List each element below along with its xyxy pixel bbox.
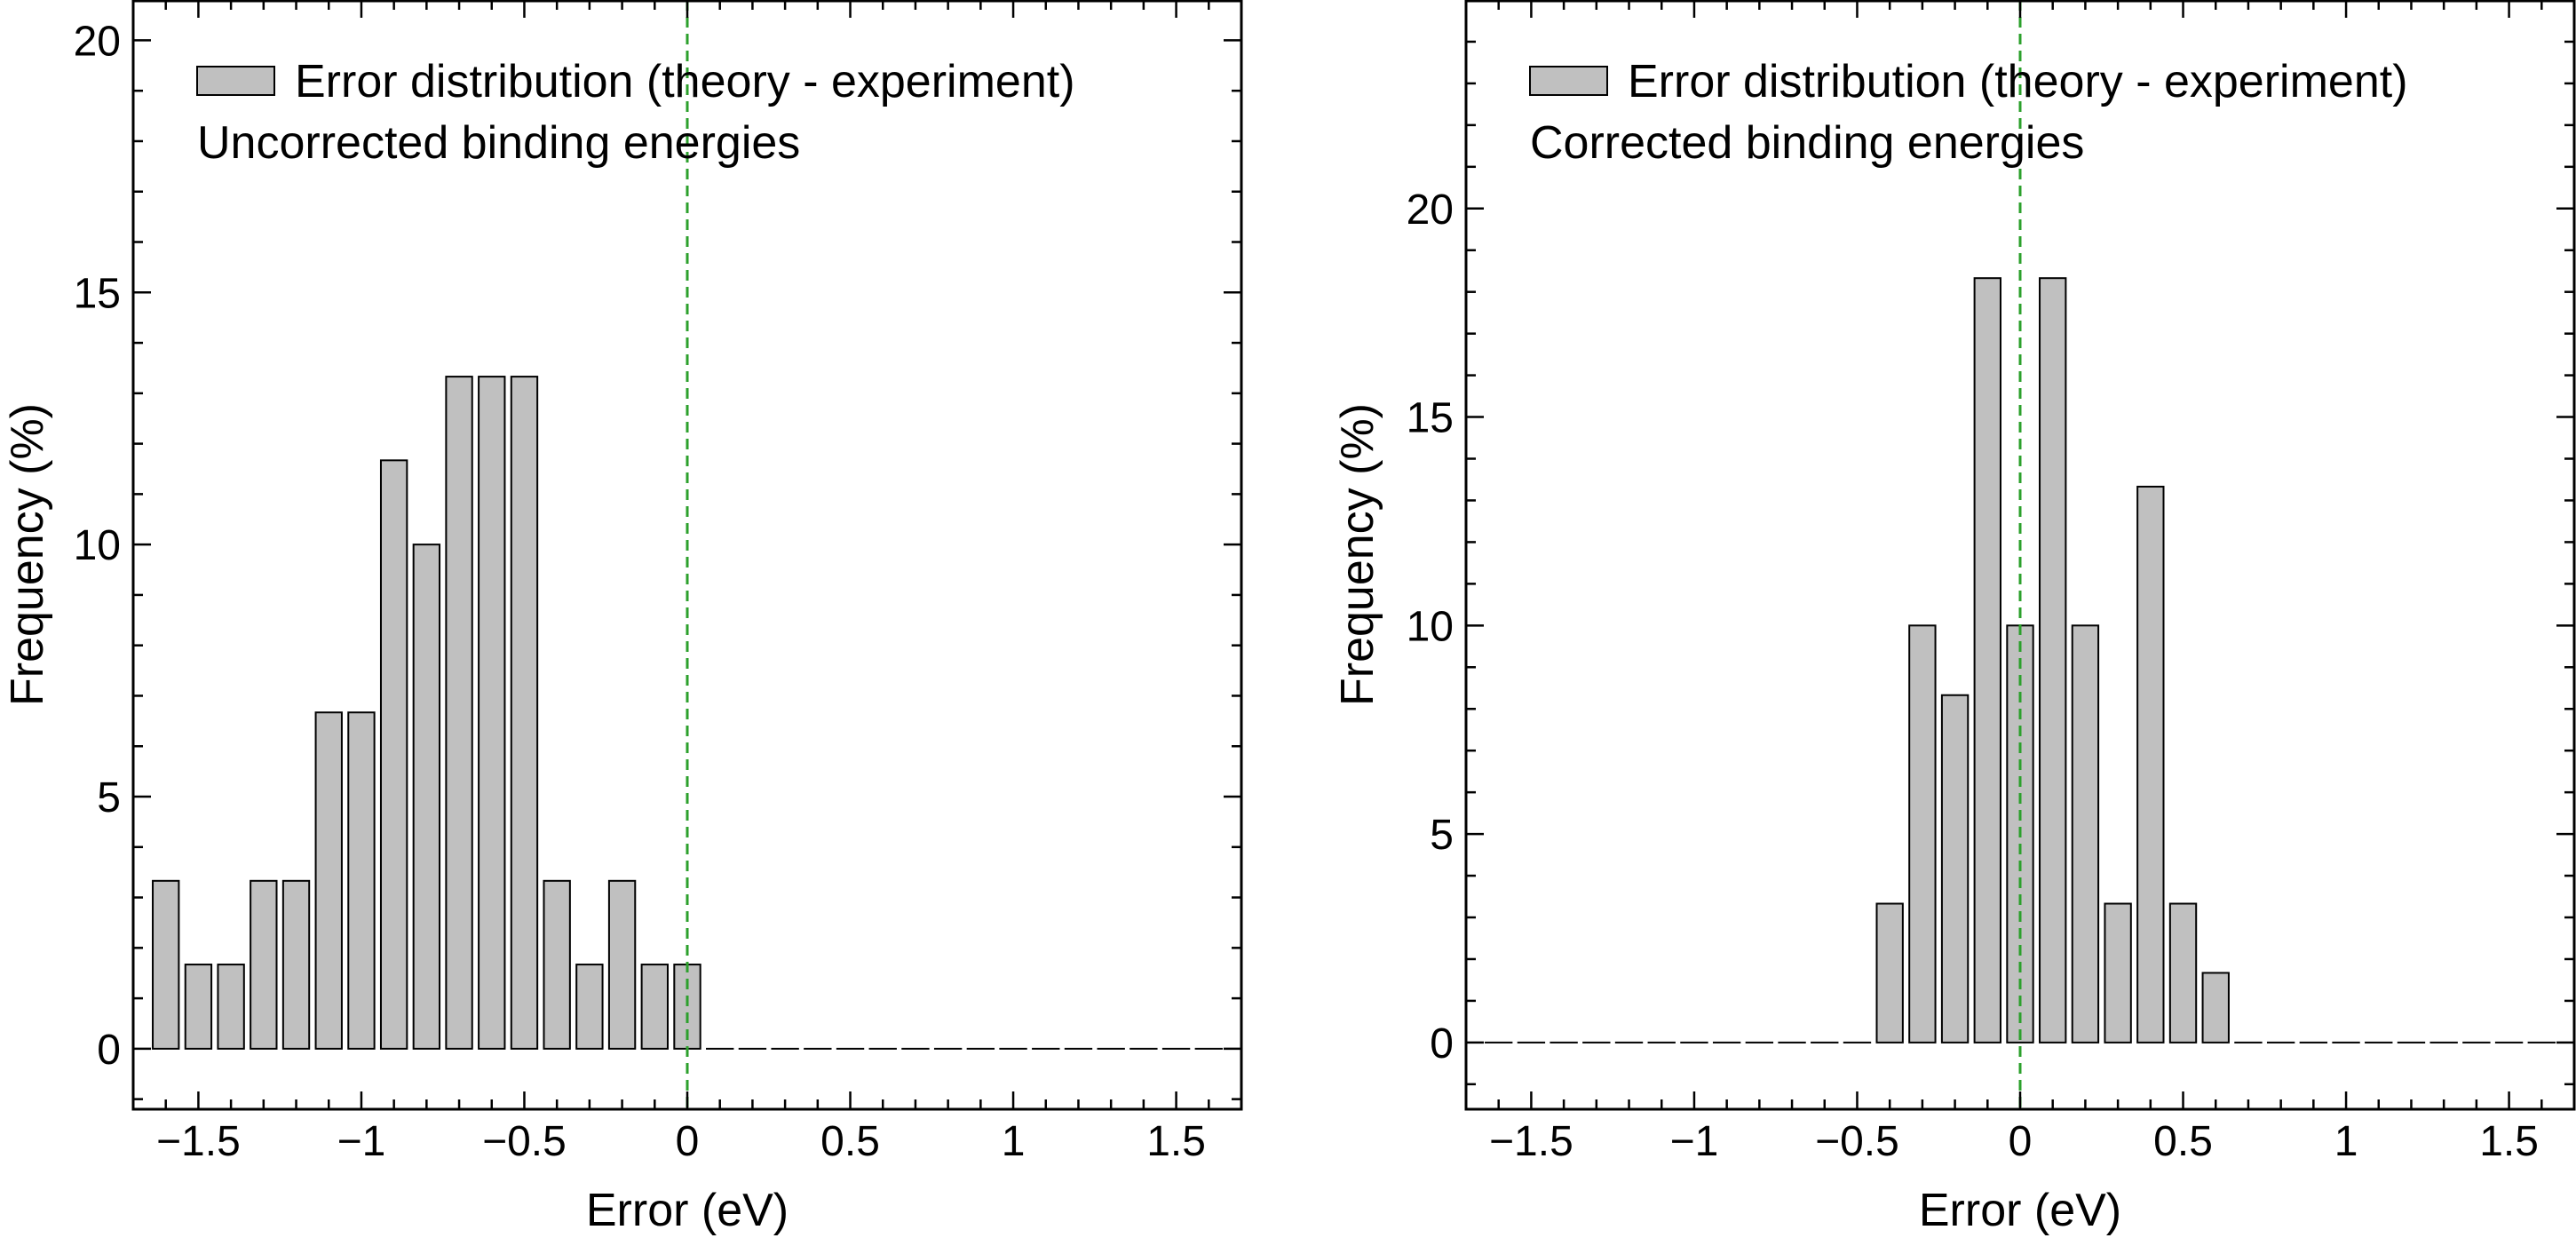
bar (2039, 277, 2067, 1044)
x-tick-label: 1 (2334, 1118, 2358, 1165)
x-tick-label: −1 (1670, 1118, 1719, 1165)
bar (478, 376, 506, 1050)
x-tick-label: 1.5 (2479, 1118, 2539, 1165)
x-axis-label: Error (eV) (1919, 1185, 2121, 1236)
legend-swatch (196, 66, 275, 96)
y-tick-label: 15 (74, 270, 121, 317)
bar (510, 376, 539, 1050)
y-tick-label: 20 (74, 18, 121, 65)
bar (1940, 694, 1970, 1044)
bar (379, 459, 408, 1050)
bar (640, 964, 669, 1050)
y-tick-label: 5 (1430, 812, 1454, 859)
x-tick-label: 1 (1002, 1118, 1026, 1165)
bar (281, 879, 311, 1050)
bar (412, 544, 441, 1050)
right-panel-corrected: −1.5 −1 −0.5 0 0.5 1 1.5 0 5 10 15 20 Error (eV) Freq… (1332, 0, 2576, 1236)
y-tick-label: 15 (1407, 395, 1454, 442)
bar (445, 376, 473, 1050)
bar (1908, 624, 1937, 1044)
bar (184, 964, 213, 1050)
legend-label: Error distribution (theory - experiment) (1628, 56, 2408, 107)
bar (152, 879, 180, 1050)
y-tick-label: 20 (1407, 186, 1454, 234)
y-tick-label: 5 (97, 774, 121, 821)
x-tick-label: 0.5 (820, 1118, 880, 1165)
bar (2201, 972, 2230, 1044)
bar (217, 964, 245, 1050)
bar (2136, 485, 2165, 1044)
x-tick-label: −0.5 (482, 1118, 567, 1165)
x-tick-label: −1 (337, 1118, 386, 1165)
bar (2168, 902, 2198, 1044)
x-tick-label: 0.5 (2153, 1118, 2213, 1165)
bar (575, 964, 604, 1050)
x-tick-label: −1.5 (1489, 1118, 1573, 1165)
x-tick-label: −0.5 (1815, 1118, 1899, 1165)
y-tick-label: 0 (1430, 1020, 1454, 1067)
legend-label: Error distribution (theory - experiment) (295, 56, 1075, 107)
panel-annotation: Uncorrected binding energies (197, 117, 800, 169)
bar (1875, 902, 1904, 1044)
bar (347, 711, 376, 1050)
legend-swatch (1529, 66, 1608, 96)
y-tick-label: 0 (97, 1027, 121, 1074)
bar (1973, 277, 2001, 1044)
x-tick-label: 0 (2009, 1118, 2033, 1165)
x-tick-label: 1.5 (1146, 1118, 1206, 1165)
bar (250, 879, 278, 1050)
y-axis-label: Frequency (%) (1332, 403, 1383, 706)
x-tick-label: −1.5 (156, 1118, 241, 1165)
x-tick-label: 0 (676, 1118, 700, 1165)
y-axis-label: Frequency (%) (2, 403, 53, 706)
bar (607, 879, 637, 1050)
y-tick-label: 10 (1407, 603, 1454, 650)
x-axis-label: Error (eV) (586, 1185, 789, 1236)
y-tick-label: 10 (74, 522, 121, 569)
left-panel-uncorrected: −1.5 −1 −0.5 0 0.5 1 1.5 0 5 10 15 20 Error (eV) Freq… (2, 0, 1243, 1236)
panel-annotation: Corrected binding energies (1530, 117, 2084, 169)
bar (314, 711, 343, 1050)
bar (543, 879, 571, 1050)
bar (2071, 624, 2100, 1044)
bar (2104, 902, 2132, 1044)
